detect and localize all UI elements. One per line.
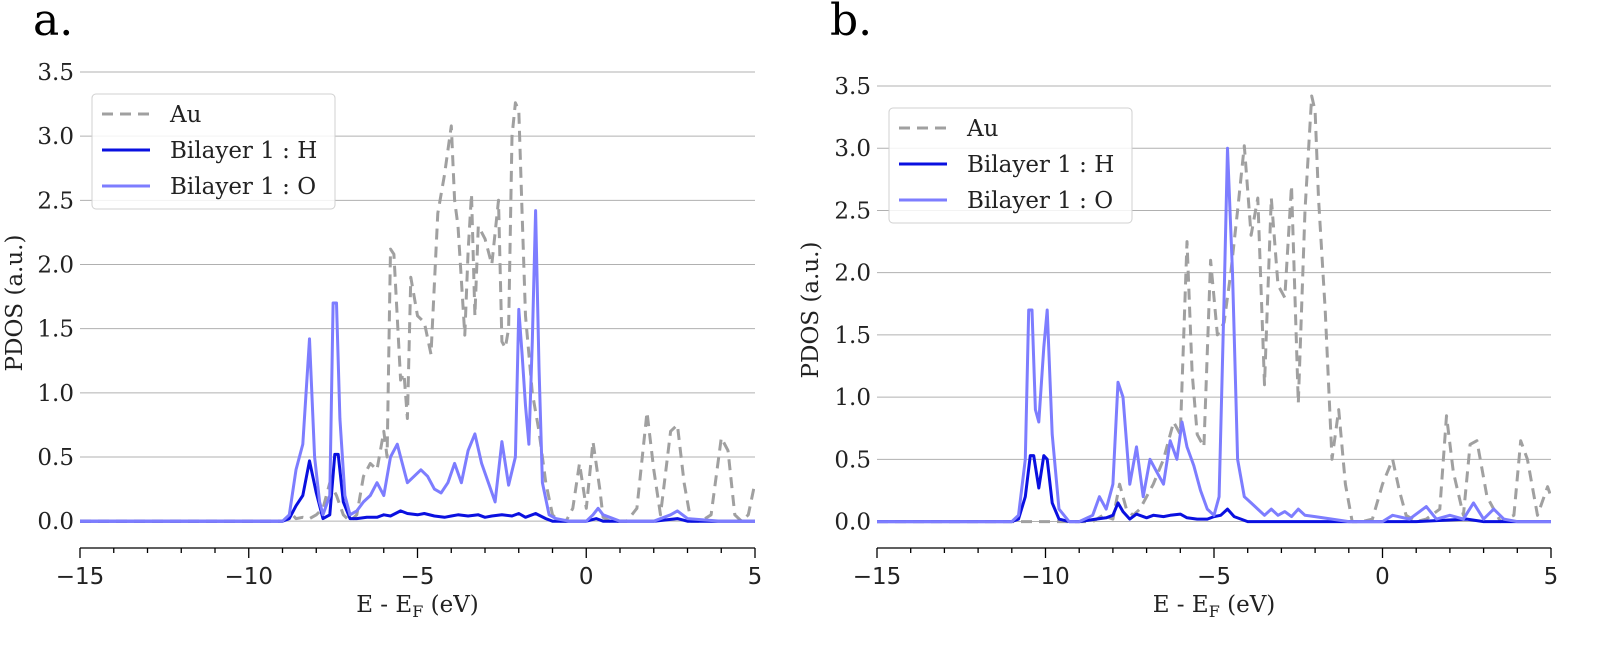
- y-tick-label: 0.5: [834, 447, 871, 473]
- legend-entry: Bilayer 1 : H: [170, 138, 317, 164]
- x-axis-title-main: E - E: [356, 592, 412, 618]
- x-tick-label: −5: [1197, 564, 1231, 590]
- x-axis-title: E - EF (eV): [1153, 592, 1276, 621]
- x-tick-label: −15: [56, 564, 105, 590]
- x-tick-label: −10: [1021, 564, 1070, 590]
- series-line-bilayer-o: [877, 146, 1551, 524]
- y-tick-label: 3.5: [834, 74, 871, 100]
- series-line-au: [877, 94, 1551, 524]
- y-tick-label: 2.5: [834, 198, 871, 224]
- panel-label: b.: [830, 0, 872, 46]
- series-line-bilayer-h: [80, 452, 755, 523]
- legend-entry: Au: [169, 102, 201, 128]
- y-tick-label: 3.0: [37, 124, 74, 150]
- x-axis-title-unit: (eV): [1220, 592, 1275, 618]
- y-tick-label: 2.0: [834, 261, 871, 287]
- legend-entry: Bilayer 1 : O: [170, 174, 316, 200]
- y-tick-label: 2.5: [37, 188, 74, 214]
- legend-entry: Bilayer 1 : O: [967, 188, 1113, 214]
- y-tick-label: 1.5: [37, 317, 74, 343]
- legend-box: [888, 107, 1133, 224]
- x-tick-label: −15: [853, 564, 902, 590]
- legend-box: [91, 93, 336, 210]
- x-tick-label: 0: [579, 564, 594, 590]
- series-line-bilayer-h: [877, 454, 1551, 524]
- x-axis-title-subscript: F: [412, 602, 423, 621]
- x-axis-title-unit: (eV): [423, 592, 478, 618]
- y-axis-title: PDOS (a.u.): [798, 242, 824, 379]
- chart-panel-a: a. 0.0 0.5 1.0 1.5 2.0 2.5 3.0 3.5 −15 −10 −5 0 5 E - …: [2, 0, 762, 621]
- series-line-bilayer-o: [80, 209, 755, 523]
- y-tick-label: 1.0: [37, 381, 74, 407]
- x-axis-title-main: E - E: [1153, 592, 1209, 618]
- y-tick-label: 0.0: [834, 510, 871, 536]
- y-tick-label: 3.5: [37, 60, 74, 86]
- x-tick-label: 0: [1375, 564, 1390, 590]
- x-tick-label: −5: [401, 564, 435, 590]
- legend-entry: Au: [966, 116, 998, 142]
- x-tick-label: 5: [1544, 564, 1559, 590]
- y-tick-label: 0.5: [37, 445, 74, 471]
- panel-label: a.: [33, 0, 73, 46]
- series-line-au: [80, 101, 755, 523]
- x-axis-title-subscript: F: [1209, 602, 1220, 621]
- x-tick-label: −10: [224, 564, 273, 590]
- x-tick-label: 5: [748, 564, 763, 590]
- y-tick-label: 2.0: [37, 253, 74, 279]
- chart-panel-b: b. 0.0 0.5 1.0 1.5 2.0 2.5 3.0 3.5 −15 −10 −5 0 5 E - …: [798, 0, 1558, 621]
- y-tick-label: 1.0: [834, 385, 871, 411]
- y-tick-label: 0.0: [37, 509, 74, 535]
- y-tick-label: 3.0: [834, 136, 871, 162]
- y-axis-title: PDOS (a.u.): [2, 235, 28, 372]
- legend-entry: Bilayer 1 : H: [967, 152, 1114, 178]
- y-tick-label: 1.5: [834, 323, 871, 349]
- x-axis-title: E - EF (eV): [356, 592, 479, 621]
